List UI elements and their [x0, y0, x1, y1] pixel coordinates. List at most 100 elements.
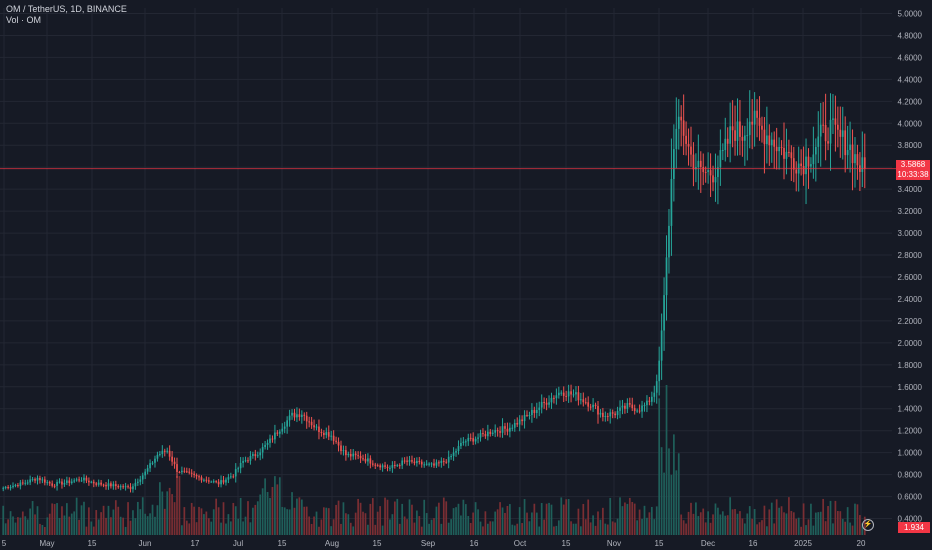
symbol-title[interactable]: OM / TetherUS, 1D, BINANCE [6, 4, 127, 14]
volume-bar [278, 477, 281, 535]
candle-body [274, 432, 276, 440]
volume-bar [173, 502, 176, 535]
volume-bar [225, 523, 227, 535]
candle-body [836, 124, 839, 130]
candle-body [548, 402, 550, 405]
volume-bar [484, 511, 487, 535]
volume-bar [215, 498, 218, 535]
price-tick-label: 1.4000 [898, 405, 923, 414]
candle-body [445, 461, 448, 463]
volume-bar [538, 526, 541, 535]
candle-body [12, 485, 14, 488]
volume-bar [553, 526, 555, 535]
candle-body [212, 481, 215, 483]
time-axis[interactable]: 5 May 15 Jun 17 Jul 15 Aug 15 Sep 16 Oct 15 Nov 15 Dec 1… [2, 539, 866, 548]
volume-bar [797, 517, 800, 535]
candle-body [641, 405, 643, 412]
candle-body [721, 150, 724, 152]
candle-body [504, 426, 506, 429]
volume-bar [523, 499, 526, 535]
volume-bar [207, 518, 210, 535]
candle-body [653, 392, 656, 397]
volume-bar [535, 512, 538, 535]
candle-body [420, 461, 423, 465]
candle-body [766, 135, 768, 145]
candle-body [105, 484, 107, 487]
price-tick-label: 4.8000 [898, 31, 923, 40]
volume-bar [807, 519, 810, 535]
candle-body [166, 450, 169, 452]
lightning-bolt-icon[interactable]: ⚡ [862, 519, 874, 531]
volume-bar [193, 506, 195, 535]
candle-body [861, 157, 864, 172]
volume-legend[interactable]: Vol · OM [6, 15, 42, 25]
price-tick-label: 0.8000 [898, 471, 923, 480]
candle-body [134, 482, 137, 487]
candle-body [252, 454, 254, 456]
candle-body [396, 465, 399, 467]
candle-body [195, 475, 198, 477]
candle-body [203, 479, 205, 481]
volume-bar [168, 487, 171, 535]
candle-body [249, 455, 252, 461]
candle-body [26, 482, 29, 484]
candle-body [562, 392, 565, 396]
candle-body [841, 130, 844, 137]
candle-body [692, 154, 695, 170]
volume-bar [761, 520, 763, 535]
volume-bar [107, 505, 110, 535]
volume-bar [21, 511, 24, 535]
candle-body [438, 462, 440, 464]
candle-body [266, 442, 269, 445]
candle-body [85, 477, 88, 481]
volume-bar [430, 519, 433, 535]
candle-body [198, 476, 200, 478]
candle-body [685, 135, 687, 144]
candle-body [555, 395, 558, 399]
candle-body [734, 130, 736, 141]
candle-body [41, 479, 44, 481]
volume-bar [210, 521, 213, 535]
volume-bar [602, 507, 604, 535]
candle-body [442, 460, 445, 462]
candle-body [24, 482, 27, 484]
candle-body [565, 395, 568, 397]
volume-bar [58, 517, 61, 535]
volume-bar [330, 526, 333, 535]
candle-body [511, 427, 514, 429]
candle-body [127, 486, 129, 488]
volume-bar [780, 506, 783, 535]
candle-body [281, 428, 284, 432]
volume-bar [690, 502, 692, 535]
candle-body [381, 465, 384, 468]
volume-bar [746, 513, 749, 535]
candle-body [802, 165, 805, 175]
last-price-value: 3.5868 [900, 160, 926, 169]
candle-body [124, 486, 127, 488]
price-tick-label: 2.4000 [898, 295, 923, 304]
volume-bar [12, 516, 14, 535]
volume-bar [550, 504, 553, 535]
volume-bar [592, 515, 594, 535]
candle-body [663, 295, 665, 331]
candle-body [283, 426, 286, 429]
candle-body [401, 460, 404, 466]
candle-body [146, 468, 149, 472]
candle-body [570, 391, 572, 395]
candle-body [795, 169, 798, 174]
candle-body [156, 454, 159, 459]
candle-body [518, 419, 521, 425]
volume-bar [78, 519, 80, 535]
volume-bar [511, 524, 514, 535]
candle-body [386, 466, 389, 468]
candle-body [501, 426, 504, 433]
volume-bar [560, 497, 563, 535]
volume-bar [242, 521, 244, 535]
candle-body [526, 414, 528, 416]
volume-bar [548, 502, 550, 535]
time-tick-label: 15 [88, 539, 97, 548]
candle-body [288, 415, 291, 421]
candle-body [827, 141, 829, 144]
